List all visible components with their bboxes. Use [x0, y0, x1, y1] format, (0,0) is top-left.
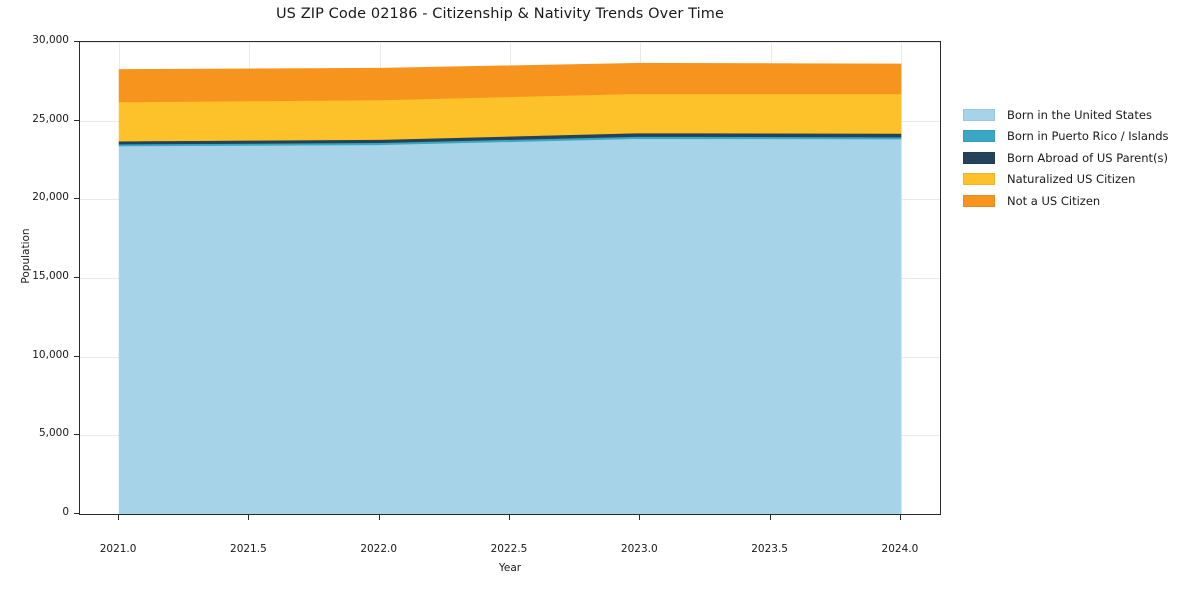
x-axis-label: Year	[498, 562, 522, 574]
legend-item[interactable]: Not a US Citizen	[963, 190, 1169, 212]
y-tick-mark	[74, 277, 79, 279]
legend-color-swatch	[963, 194, 995, 207]
y-tick-mark	[74, 434, 79, 436]
y-tick-label: 20,000	[32, 191, 69, 204]
area-band	[118, 62, 902, 103]
x-tick-mark	[248, 515, 250, 520]
x-tick-mark	[639, 515, 641, 520]
x-tick-label: 2023.0	[620, 543, 658, 555]
legend-label: Not a US Citizen	[1007, 193, 1101, 208]
x-tick-label: 2022.0	[360, 543, 398, 555]
legend-color-swatch	[963, 173, 995, 186]
y-tick-label: 5,000	[38, 427, 69, 440]
y-tick-label: 15,000	[32, 270, 69, 282]
stacked-area-series	[118, 62, 902, 514]
x-tick-mark	[769, 515, 771, 520]
legend-item[interactable]: Born in Puerto Rico / Islands	[963, 126, 1169, 148]
y-tick-label: 0	[62, 506, 69, 518]
legend-color-swatch	[963, 108, 995, 121]
y-tick-mark	[74, 41, 79, 43]
y-axis-label: Population	[20, 228, 32, 284]
y-tick-mark	[74, 119, 79, 121]
legend-label: Born in the United States	[1007, 107, 1152, 122]
x-tick-mark	[118, 515, 120, 520]
legend-label: Born in Puerto Rico / Islands	[1007, 129, 1169, 144]
chart-title: US ZIP Code 02186 - Citizenship & Nativi…	[275, 6, 725, 22]
x-tick-label: 2021.5	[230, 543, 267, 555]
x-tick-label: 2023.5	[751, 543, 788, 555]
x-tick-label: 2021.0	[99, 543, 137, 555]
plot-inner	[80, 42, 940, 514]
y-tick-mark	[74, 355, 79, 357]
y-tick-label: 30,000	[32, 34, 69, 46]
y-tick-label: 10,000	[32, 348, 69, 361]
x-tick-mark	[509, 515, 511, 520]
legend-item[interactable]: Naturalized US Citizen	[963, 169, 1169, 191]
plot-area	[79, 41, 941, 515]
legend-label: Born Abroad of US Parent(s)	[1007, 150, 1168, 165]
legend-item[interactable]: Born Abroad of US Parent(s)	[963, 147, 1169, 169]
x-tick-label: 2022.5	[490, 543, 528, 555]
y-tick-mark	[74, 198, 79, 200]
area-band	[118, 138, 902, 514]
legend-color-swatch	[963, 130, 995, 143]
x-tick-mark	[899, 515, 901, 520]
gridline-vertical	[900, 42, 902, 514]
legend-item[interactable]: Born in the United States	[963, 104, 1169, 126]
x-tick-label: 2024.0	[881, 543, 919, 555]
legend-color-swatch	[963, 151, 995, 164]
y-tick-label: 25,000	[32, 112, 69, 125]
chart-legend: Born in the United States Born in Puerto …	[963, 104, 1169, 212]
legend-label: Naturalized US Citizen	[1007, 172, 1136, 187]
x-tick-mark	[378, 515, 380, 520]
y-tick-mark	[74, 513, 79, 515]
